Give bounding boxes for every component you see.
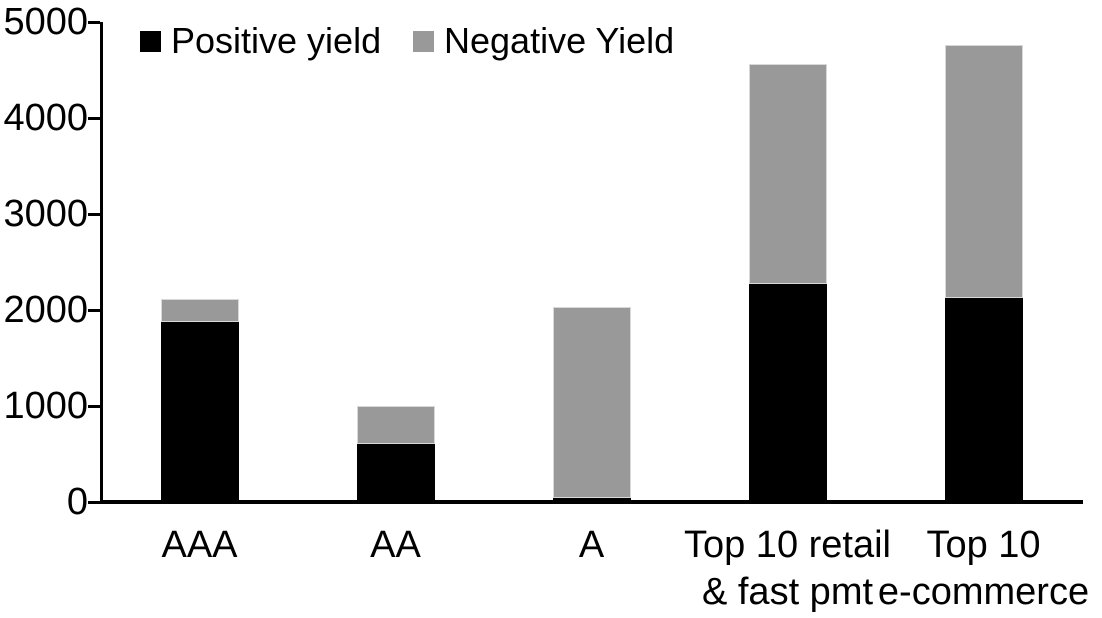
y-axis-tick-label: 4000 [3,97,88,139]
bar-segment-positive-yield-2 [552,497,631,502]
bar-segment-positive-yield-4 [944,297,1023,502]
bar-segment-negative-yield-1 [356,406,435,445]
bar-segment-negative-yield-0 [160,299,239,322]
y-axis-tick-label: 0 [66,481,88,523]
y-axis-tick [88,308,100,312]
y-axis-tick [88,20,100,24]
x-axis-label-4: Top 10 e-commerce [877,524,1090,613]
y-axis-tick-label: 3000 [3,193,88,235]
y-axis-tick-label: 1000 [3,385,88,427]
bar-segment-negative-yield-3 [748,64,827,285]
y-axis-tick-label: 5000 [3,1,88,43]
x-axis-label-3: Top 10 retail & fast pmt [683,524,891,613]
y-axis-tick [88,116,100,120]
legend-swatch-positive-yield [140,30,161,52]
x-axis-label-2: A [578,524,605,566]
legend-label-negative-yield: Negative Yield [444,20,675,61]
x-axis-label-0: AAA [161,524,238,566]
y-axis-tick [88,500,100,504]
bar-segment-positive-yield-0 [160,321,239,502]
y-axis-line [100,22,103,504]
y-axis-tick [88,404,100,408]
legend-item-negative-yield: Negative Yield [413,20,675,61]
x-axis-line [100,500,1083,504]
bar-segment-positive-yield-1 [356,444,435,502]
legend-label-positive-yield: Positive yield [171,20,382,61]
bar-segment-positive-yield-3 [748,284,827,502]
bar-segment-negative-yield-2 [552,307,631,498]
y-axis-tick [88,212,100,216]
legend-swatch-negative-yield [413,30,434,52]
legend-item-positive-yield: Positive yield [140,20,382,61]
y-axis-tick-label: 2000 [3,289,88,331]
bar-segment-negative-yield-4 [944,45,1023,298]
x-axis-label-1: AA [370,524,421,566]
